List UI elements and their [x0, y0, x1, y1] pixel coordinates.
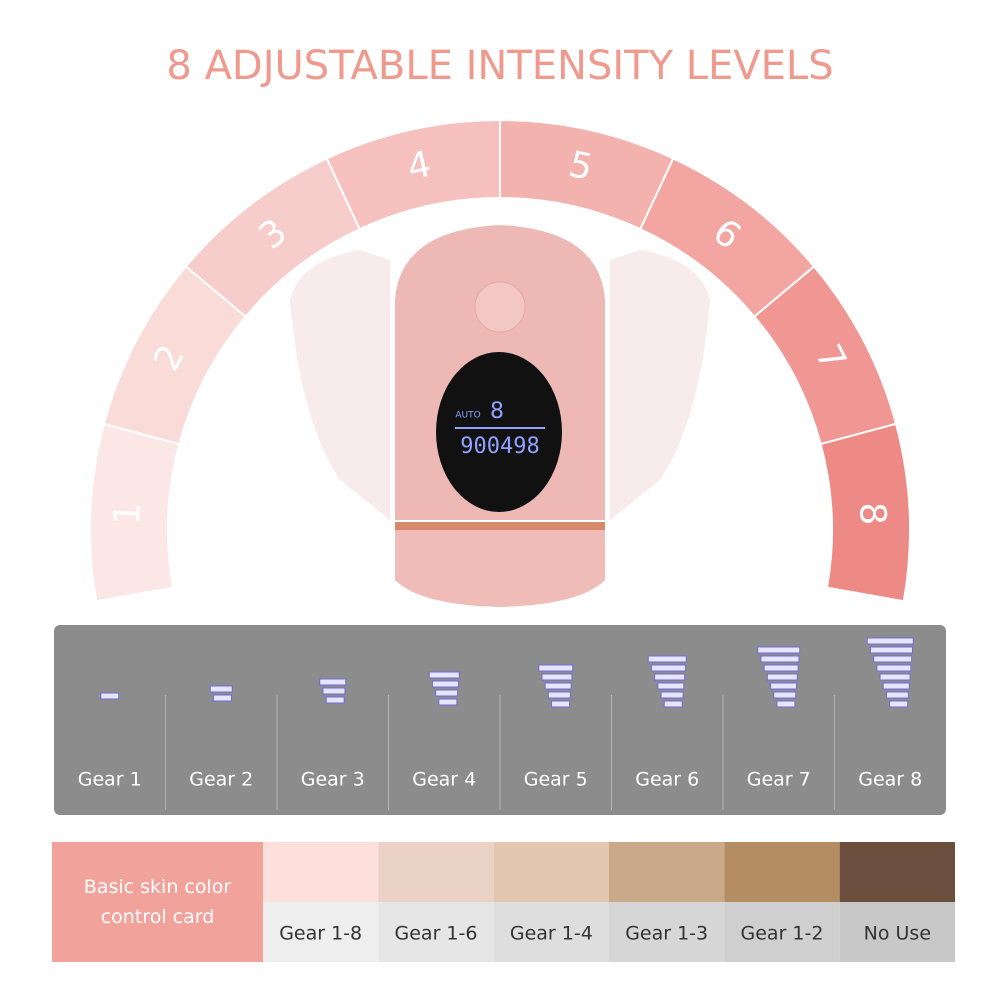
skin-card-title: Basic skin color control card [83, 876, 232, 928]
gear-bar [660, 691, 684, 699]
skin-card-label-cell [52, 842, 263, 962]
gear-bar [647, 655, 687, 663]
gear-label: Gear 6 [635, 769, 699, 791]
gear-bar [763, 664, 799, 672]
skin-swatch [724, 842, 840, 902]
arc-level-label: 1 [107, 501, 149, 526]
device-level: 8 [490, 399, 504, 424]
gear-bar [435, 689, 459, 697]
skin-label: No Use [864, 923, 931, 945]
arc-level-label: 8 [851, 501, 893, 526]
device-button [474, 281, 526, 333]
gear-bar [889, 700, 909, 708]
gear-bar [650, 664, 686, 672]
gear-bar [757, 646, 801, 654]
gear-bar [100, 692, 120, 700]
gear-label: Gear 8 [858, 769, 922, 791]
skin-swatch [839, 842, 955, 902]
gear-bar [325, 696, 345, 704]
device: AUTO 8 900498 [290, 225, 710, 607]
skin-label-cell [493, 902, 609, 962]
skin-swatch [493, 842, 609, 902]
gear-label: Gear 2 [189, 769, 253, 791]
device-screen [436, 352, 562, 512]
skin-label: Gear 1-3 [625, 923, 708, 945]
gear-bar [882, 682, 910, 690]
skin-label-cell [263, 902, 379, 962]
skin-label-cell [839, 902, 955, 962]
gear-bar [551, 700, 571, 708]
gear-bar [431, 680, 459, 688]
gear-bar [760, 655, 800, 663]
gear-bar [319, 678, 347, 686]
skin-label-cell [378, 902, 494, 962]
gear-bar [879, 673, 911, 681]
gear-label: Gear 3 [301, 769, 365, 791]
gear-label: Gear 5 [524, 769, 588, 791]
device-ghost-left [290, 250, 390, 520]
gear-bar [657, 682, 685, 690]
gear-bar [428, 671, 460, 679]
gear-bar [654, 673, 686, 681]
skin-swatch [378, 842, 494, 902]
gear-bar [541, 673, 573, 681]
gear-bar [538, 664, 574, 672]
gear-bar [438, 698, 458, 706]
gear-bar [773, 691, 797, 699]
device-counter: 900498 [460, 434, 539, 459]
gear-bar [869, 646, 913, 654]
skin-label: Gear 1-8 [279, 923, 362, 945]
skin-swatch [263, 842, 379, 902]
gear-bar [212, 694, 232, 702]
skin-swatches: Gear 1-8 Gear 1-6 Gear 1-4 Gear 1-3 Gear 1-2… [263, 842, 955, 962]
gear-list: Gear 1 Gear 2 Gear 3 Gear 4 Gear 5 Gear 6 Gear… [78, 637, 922, 810]
gear-label: Gear 7 [747, 769, 811, 791]
skin-swatch [609, 842, 725, 902]
gear-bar [873, 655, 913, 663]
gear-label: Gear 1 [78, 769, 142, 791]
gear-bar [547, 691, 571, 699]
device-band [395, 522, 605, 530]
device-ghost-right [610, 250, 710, 520]
gear-bar [776, 700, 796, 708]
gear-bar [876, 664, 912, 672]
skin-label: Gear 1-4 [510, 923, 593, 945]
skin-label-cell [609, 902, 725, 962]
gear-bar [766, 673, 798, 681]
gear-bar [544, 682, 572, 690]
device-mode: AUTO [455, 411, 480, 421]
arc-segment [819, 422, 911, 603]
skin-card-title-box: Basic skin color control card [83, 876, 232, 928]
skin-label: Gear 1-6 [395, 923, 478, 945]
title: 8 ADJUSTABLE INTENSITY LEVELS [166, 43, 833, 89]
device-base [395, 530, 605, 607]
gear-bar [866, 637, 914, 645]
gear-bar [663, 700, 683, 708]
gear-bar [885, 691, 909, 699]
gear-bar [209, 685, 233, 693]
gear-label: Gear 4 [412, 769, 476, 791]
gear-bar [322, 687, 346, 695]
skin-label-cell [724, 902, 840, 962]
skin-label: Gear 1-2 [741, 923, 824, 945]
gear-bar [770, 682, 798, 690]
